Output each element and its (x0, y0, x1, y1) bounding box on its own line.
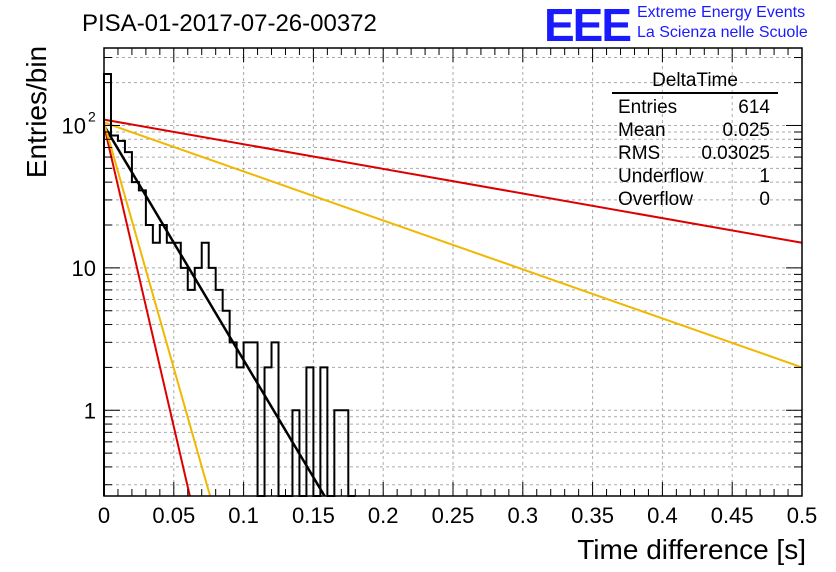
x-tick-label: 0.25 (432, 503, 475, 528)
x-tick-label: 0.3 (508, 503, 539, 528)
chart-title: PISA-01-2017-07-26-00372 (82, 10, 377, 37)
logo-caption: Extreme Energy Events La Scienza nelle S… (637, 3, 808, 43)
stats-row: Overflow 0 (612, 188, 778, 211)
x-axis-label: Time difference [s] (577, 534, 806, 565)
x-tick-label: 0.05 (152, 503, 195, 528)
stats-row: RMS 0.03025 (612, 142, 778, 165)
x-tick-label: 0.2 (368, 503, 399, 528)
stats-label: Underflow (618, 166, 704, 187)
stats-value: 614 (738, 97, 770, 118)
stats-value: 0 (759, 189, 770, 210)
stats-label: Entries (618, 97, 678, 118)
histogram-outline (103, 72, 356, 497)
stats-label: Overflow (618, 189, 693, 210)
x-tick-label: 0 (98, 503, 110, 528)
x-tick-label: 0.15 (292, 503, 335, 528)
histogram (103, 72, 356, 497)
stats-row: Mean 0.025 (612, 119, 778, 142)
stats-header: DeltaTime (612, 70, 778, 94)
axes: 0 0.05 0.1 0.15 0.2 0.25 0.3 0.35 0.4 0.45 0.51101… (62, 47, 818, 528)
fit-line (102, 124, 326, 497)
y-tick-label: 10 (72, 256, 96, 281)
y-tick-label: 10 (62, 113, 86, 138)
logo-line-2: La Scienza nelle Scuole (637, 24, 808, 41)
fit-line (103, 125, 191, 497)
fit-line (103, 122, 212, 497)
fit-line (103, 118, 803, 244)
stats-rows: Entries 614 Mean 0.025 RMS 0.03025 Underflow 1 O… (612, 96, 778, 211)
stats-value: 1 (759, 166, 770, 187)
y-tick-label: 1 (84, 398, 96, 423)
y-tick-exponent: 2 (88, 108, 96, 124)
x-tick-label: 0.4 (647, 503, 678, 528)
stats-row: Underflow 1 (612, 165, 778, 188)
stats-label: RMS (618, 143, 661, 164)
x-tick-label: 0.1 (228, 503, 259, 528)
stats-value: 0.03025 (701, 143, 770, 164)
stats-row: Entries 614 (612, 96, 778, 119)
stats-value: 0.025 (722, 120, 770, 141)
x-tick-label: 0.5 (787, 503, 818, 528)
fit-lines (102, 118, 803, 497)
fit-line (103, 121, 803, 369)
x-tick-label: 0.45 (711, 503, 754, 528)
logo-line-1: Extreme Energy Events (637, 4, 806, 21)
x-tick-label: 0.35 (571, 503, 614, 528)
stats-box: DeltaTime Entries 614 Mean 0.025 RMS 0.03025 U… (612, 70, 778, 211)
eee-logo: EEE (544, 0, 632, 51)
stats-label: Mean (618, 120, 666, 141)
